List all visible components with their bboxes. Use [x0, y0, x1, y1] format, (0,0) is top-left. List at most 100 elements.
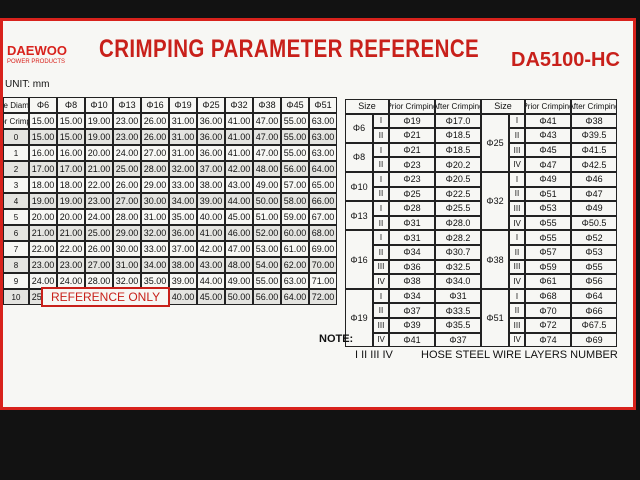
table-cell: 27.00	[85, 257, 113, 273]
layer-cell: III	[509, 259, 525, 275]
after-cell: Φ18.5	[435, 142, 481, 158]
table-cell: 44.00	[197, 273, 225, 289]
layer-cell: II	[373, 215, 389, 231]
after-cell: Φ20.2	[435, 157, 481, 172]
column-header: Φ19	[169, 97, 197, 113]
table-cell: 22.00	[85, 177, 113, 193]
after-cell: Φ50.5	[571, 215, 617, 231]
table-cell: 20.00	[29, 209, 57, 225]
column-header: Φ25	[197, 97, 225, 113]
table-cell: 42.00	[225, 161, 253, 177]
table-cell: 16.00	[57, 145, 85, 161]
table-cell: 18.00	[57, 177, 85, 193]
layer-cell: III	[509, 142, 525, 158]
column-header: Φ6	[29, 97, 57, 113]
after-header: After Crimping	[571, 99, 617, 114]
layer-cell: II	[509, 245, 525, 260]
table-cell: 15.00	[57, 129, 85, 145]
layer-cell: I	[373, 113, 389, 129]
table-cell: 30.00	[113, 241, 141, 257]
after-cell: Φ53	[571, 245, 617, 260]
prior-cell: Φ68	[525, 288, 571, 304]
size-cell: Φ38	[481, 230, 509, 289]
table-cell: 23.00	[29, 257, 57, 273]
table-cell: 28.00	[141, 161, 169, 177]
row-label: Prior Crimping	[3, 113, 29, 129]
layer-cell: I	[373, 142, 389, 158]
note-label: NOTE:	[319, 333, 354, 345]
after-cell: Φ32.5	[435, 259, 481, 275]
corner-header: Hose Diameter	[3, 97, 29, 113]
table-cell: 31.00	[169, 113, 197, 129]
prior-cell: Φ72	[525, 318, 571, 333]
column-header: Φ45	[281, 97, 309, 113]
table-cell: 39.00	[197, 193, 225, 209]
size-cell: Φ6	[345, 113, 373, 143]
after-cell: Φ37	[435, 332, 481, 348]
size-header: Size	[345, 99, 389, 114]
after-cell: Φ49	[571, 201, 617, 216]
layer-cell: II	[509, 128, 525, 143]
table-cell: 19.00	[85, 113, 113, 129]
table-cell: 19.00	[57, 193, 85, 209]
after-cell: Φ41.5	[571, 142, 617, 158]
after-header: After Crimping	[435, 99, 481, 114]
prior-cell: Φ34	[389, 245, 435, 260]
after-cell: Φ46	[571, 172, 617, 187]
table-cell: 65.00	[309, 177, 337, 193]
label-panel: DAEWOO POWER PRODUCTS CRIMPING PARAMETER…	[0, 18, 636, 410]
prior-cell: Φ31	[389, 230, 435, 245]
prior-cell: Φ55	[525, 230, 571, 245]
table-cell: 47.00	[225, 241, 253, 257]
row-label: 3	[3, 177, 29, 193]
table-cell: 15.00	[57, 113, 85, 129]
after-cell: Φ31	[435, 288, 481, 304]
table-cell: 16.00	[29, 145, 57, 161]
layer-cell: IV	[373, 332, 389, 348]
unit: UNIT: mm	[5, 79, 50, 90]
table-cell: 39.00	[169, 273, 197, 289]
table-cell: 60.00	[281, 225, 309, 241]
layer-cell: IV	[509, 215, 525, 231]
reference-note: REFERENCE ONLY	[41, 287, 171, 307]
table-cell: 36.00	[197, 129, 225, 145]
after-cell: Φ55	[571, 259, 617, 275]
table-cell: 23.00	[57, 257, 85, 273]
table-cell: 64.00	[281, 289, 309, 305]
table-cell: 58.00	[281, 193, 309, 209]
size-cell: Φ25	[481, 113, 509, 172]
table-cell: 26.00	[113, 177, 141, 193]
table-cell: 47.00	[253, 145, 281, 161]
layer-cell: II	[509, 303, 525, 318]
layer-cell: IV	[509, 274, 525, 289]
table-cell: 51.00	[253, 209, 281, 225]
prior-header: Prior Crimping	[525, 99, 571, 114]
after-cell: Φ33.5	[435, 303, 481, 318]
table-cell: 61.00	[281, 241, 309, 257]
table-cell: 20.00	[85, 145, 113, 161]
after-cell: Φ28.0	[435, 215, 481, 231]
table-cell: 72.00	[309, 289, 337, 305]
table-cell: 15.00	[29, 113, 57, 129]
row-label: 8	[3, 257, 29, 273]
prior-cell: Φ39	[389, 318, 435, 333]
row-label: 9	[3, 273, 29, 289]
layer-cell: I	[373, 288, 389, 304]
prior-cell: Φ59	[525, 259, 571, 275]
table-cell: 18.00	[29, 177, 57, 193]
table-cell: 36.00	[197, 113, 225, 129]
column-header: Φ38	[253, 97, 281, 113]
column-header: Φ32	[225, 97, 253, 113]
table-cell: 64.00	[309, 161, 337, 177]
table-cell: 24.00	[85, 209, 113, 225]
table-cell: 52.00	[253, 225, 281, 241]
table-cell: 63.00	[281, 273, 309, 289]
table-cell: 63.00	[309, 145, 337, 161]
layer-cell: III	[373, 259, 389, 275]
after-cell: Φ69	[571, 332, 617, 348]
after-cell: Φ30.7	[435, 245, 481, 260]
table-cell: 59.00	[281, 209, 309, 225]
after-cell: Φ35.5	[435, 318, 481, 333]
table-cell: 34.00	[169, 193, 197, 209]
